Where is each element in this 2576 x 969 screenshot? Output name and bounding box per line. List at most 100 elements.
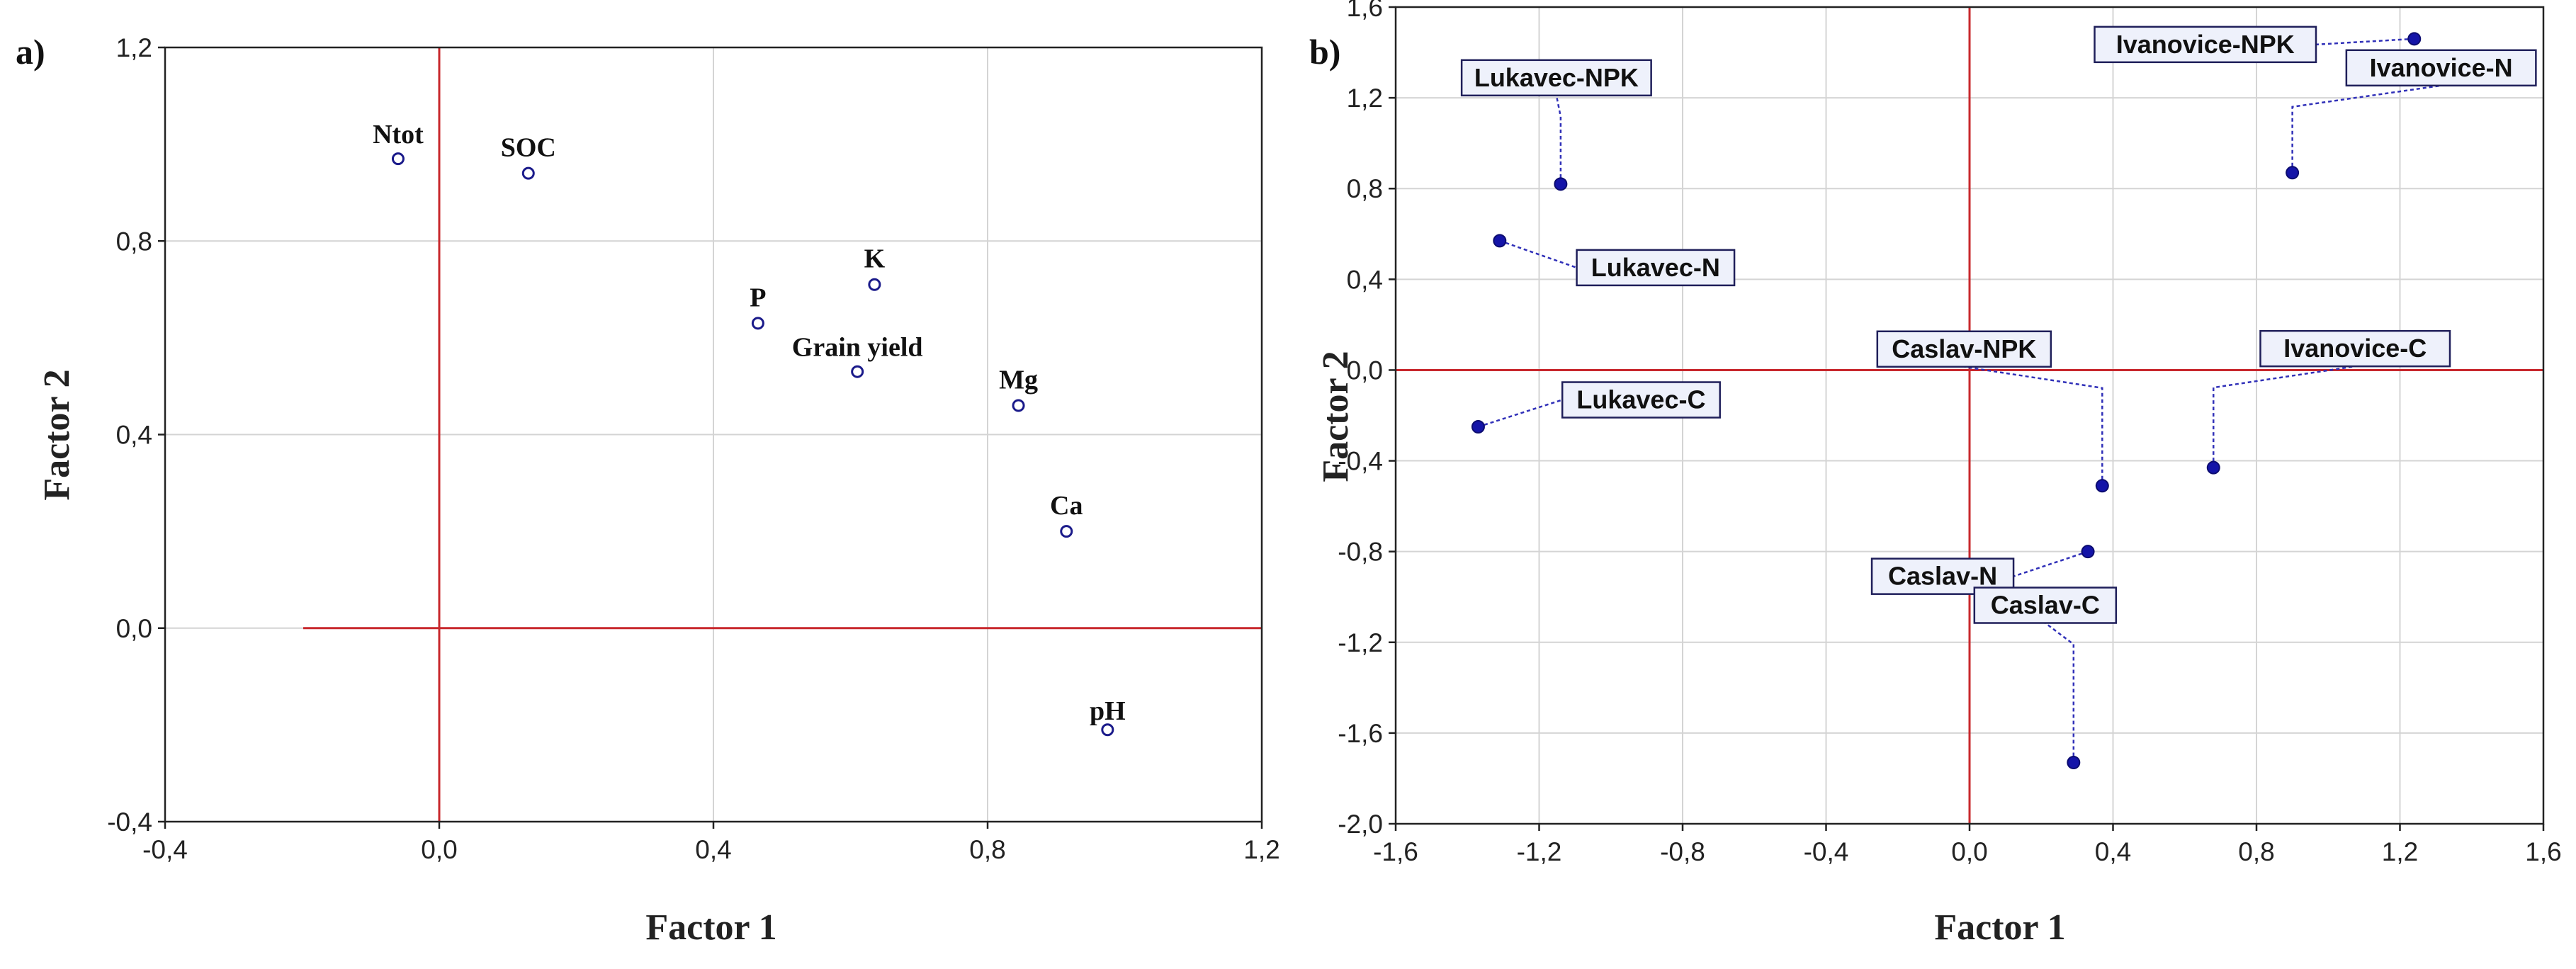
label-leader-line xyxy=(2291,84,2441,173)
x-tick-label: 0,4 xyxy=(695,835,731,864)
panel-b-x-axis-title: Factor 1 xyxy=(1934,907,2065,948)
label-box xyxy=(1876,330,2052,368)
panel-b-y-ticks: -2,0 -1,6 -1,2 -0,8 -0,4 0,0 0,4 0,8 1,2 1,6 xyxy=(1338,0,1396,839)
point-label: SOC xyxy=(501,133,556,163)
x-tick-label: 0,8 xyxy=(969,835,1005,864)
point-marker xyxy=(1101,723,1114,737)
y-tick-label: 1,2 xyxy=(116,33,152,62)
point-lukavec-c: Lukavec-C xyxy=(1471,381,1721,434)
point-label: K xyxy=(864,244,886,274)
point-label: Caslav-N xyxy=(1888,562,1997,591)
label-leader-line xyxy=(1555,95,1562,184)
x-tick-label: 0,0 xyxy=(1951,837,1987,866)
panel-b-y-axis-title: Factor 2 xyxy=(1316,351,1356,482)
label-box xyxy=(2259,329,2451,368)
point-marker xyxy=(2081,545,2095,559)
point-marker xyxy=(2095,479,2109,493)
y-tick-label: 0,0 xyxy=(1347,356,1383,385)
point-label: Caslav-C xyxy=(1991,591,2100,620)
label-box xyxy=(1973,586,2118,624)
point-ca: Ca xyxy=(1050,491,1083,538)
x-tick-label: -0,8 xyxy=(1660,837,1705,866)
panel-a-chart: a) -0,4 0,0 0,4 0,8 1,2 -0,4 0,0 0,4 0,8 1,2 Nto… xyxy=(16,32,1280,948)
point-label: Mg xyxy=(999,366,1038,395)
point-ivanovice-npk: Ivanovice-NPK xyxy=(2094,26,2422,64)
point-label: Ivanovice-N xyxy=(2370,53,2513,82)
y-tick-label: -0,4 xyxy=(107,808,152,837)
point-marker xyxy=(2286,166,2300,180)
point-ntot: Ntot xyxy=(373,120,424,166)
panel-a-letter: a) xyxy=(16,32,45,72)
x-tick-label: -0,4 xyxy=(1804,837,1849,866)
panel-b-chart: b) -1,6 -1,2 -0,8 -0,4 0,0 0,4 0,8 1,2 1,6 -2,0 -… xyxy=(1309,0,2562,948)
point-mg: Mg xyxy=(999,366,1038,412)
point-ivanovice-n: Ivanovice-N xyxy=(2286,49,2537,180)
point-label: Ivanovice-C xyxy=(2283,334,2427,363)
panel-a-x-ticks: -0,4 0,0 0,4 0,8 1,2 xyxy=(142,822,1280,864)
x-tick-label: -1,2 xyxy=(1517,837,1562,866)
y-tick-label: -2,0 xyxy=(1338,810,1383,839)
label-box xyxy=(1576,249,1736,287)
point-lukavec-n: Lukavec-N xyxy=(1493,234,1736,287)
point-p: P xyxy=(750,283,766,330)
panel-b-letter: b) xyxy=(1309,32,1340,72)
point-marker xyxy=(1012,399,1025,412)
point-marker xyxy=(1493,234,1507,248)
label-leader-line xyxy=(1499,239,1577,269)
panel-b-zero-lines xyxy=(1396,7,2543,824)
point-marker xyxy=(1471,420,1485,434)
point-label: Caslav-NPK xyxy=(1892,334,2036,363)
point-marker xyxy=(1060,525,1073,538)
label-box xyxy=(1460,59,1652,97)
y-tick-label: -1,6 xyxy=(1338,719,1383,748)
point-caslav-npk: Caslav-NPK xyxy=(1876,330,2109,493)
point-k: K xyxy=(864,244,886,291)
x-tick-label: 1,2 xyxy=(2382,837,2418,866)
y-tick-label: 0,0 xyxy=(116,614,152,643)
label-leader-line xyxy=(2013,550,2089,577)
panel-a-zero-lines xyxy=(303,47,1262,822)
label-leader-line xyxy=(1964,366,2103,486)
point-grain-yield: Grain yield xyxy=(792,333,923,378)
point-caslav-c: Caslav-C xyxy=(1973,586,2118,770)
x-tick-label: 0,4 xyxy=(2095,837,2131,866)
point-marker xyxy=(521,166,535,180)
y-tick-label: 0,8 xyxy=(116,227,152,256)
x-tick-label: 1,6 xyxy=(2525,837,2561,866)
panel-b-points: Lukavec-NPK Lukavec-N Lukavec-C Ivanovice-N… xyxy=(1460,26,2537,770)
point-marker xyxy=(868,278,881,291)
point-marker xyxy=(2067,756,2081,770)
panel-a-y-ticks: -0,4 0,0 0,4 0,8 1,2 xyxy=(107,33,165,837)
y-tick-label: 0,4 xyxy=(116,421,152,450)
y-tick-label: 1,6 xyxy=(1347,0,1383,22)
x-tick-label: 0,0 xyxy=(421,835,457,864)
point-marker xyxy=(2206,460,2220,475)
label-leader-line xyxy=(1478,399,1563,428)
y-tick-label: -1,2 xyxy=(1338,628,1383,657)
y-tick-label: 0,8 xyxy=(1347,174,1383,203)
point-soc: SOC xyxy=(501,133,556,180)
label-box xyxy=(2094,26,2317,64)
label-leader-line xyxy=(2045,622,2075,763)
point-label: Ntot xyxy=(373,120,424,149)
point-marker xyxy=(391,152,405,166)
point-marker xyxy=(851,365,864,378)
y-tick-label: -0,4 xyxy=(1338,447,1383,476)
point-lukavec-npk: Lukavec-NPK xyxy=(1460,59,1652,191)
label-box xyxy=(1561,381,1721,419)
panel-a-y-axis-title: Factor 2 xyxy=(37,369,77,500)
point-label: P xyxy=(750,283,766,312)
panel-a-x-axis-title: Factor 1 xyxy=(645,907,776,948)
point-marker xyxy=(2407,32,2422,46)
y-tick-label: 1,2 xyxy=(1347,84,1383,113)
label-box xyxy=(2345,49,2537,87)
point-label: Lukavec-C xyxy=(1576,385,1705,414)
point-label: Ca xyxy=(1050,491,1083,521)
point-label: Ivanovice-NPK xyxy=(2116,30,2295,59)
y-tick-label: -0,8 xyxy=(1338,538,1383,567)
point-marker xyxy=(751,317,764,330)
x-tick-label: 1,2 xyxy=(1243,835,1279,864)
panel-a-points: Ntot SOC P K Grain yield Mg Ca pH xyxy=(373,120,1126,737)
point-ph: pH xyxy=(1090,696,1126,737)
